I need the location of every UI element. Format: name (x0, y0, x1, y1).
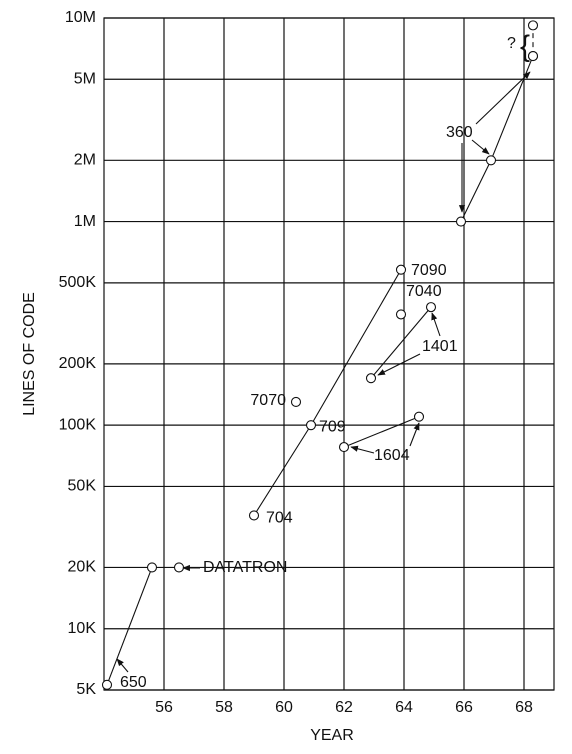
series-label: 7040 (406, 283, 442, 300)
series-label: ? (507, 35, 516, 52)
label-arrow (350, 445, 375, 454)
x-tick-label: 66 (455, 699, 473, 716)
y-tick-label: 2M (74, 152, 96, 169)
y-tick-label: 5M (74, 71, 96, 88)
point-label: 704 (266, 510, 293, 527)
y-tick-label: 500K (59, 274, 97, 291)
series-line (106, 567, 153, 686)
point-label: 7090 (411, 262, 447, 279)
point-label: 709 (319, 418, 346, 435)
x-tick-label: 68 (515, 699, 533, 716)
y-tick-label: 200K (59, 355, 97, 372)
data-point (173, 562, 185, 573)
label-arrow (377, 353, 421, 376)
data-point (485, 155, 497, 166)
data-point (101, 679, 113, 690)
series-label: 1604 (374, 447, 410, 464)
data-point (395, 309, 407, 320)
series-line (343, 416, 420, 448)
data-point (305, 420, 317, 431)
data-point (395, 264, 407, 275)
label-arrow (475, 71, 531, 125)
data-point (413, 411, 425, 422)
data-point (365, 373, 377, 384)
series-line (370, 306, 432, 379)
y-tick-label: 20K (68, 559, 97, 576)
data-point (527, 20, 539, 31)
x-tick-label: 58 (215, 699, 233, 716)
brace: { (520, 30, 530, 63)
y-tick-label: 1M (74, 213, 96, 230)
y-axis-title: LINES OF CODE (21, 292, 38, 416)
x-tick-label: 62 (335, 699, 353, 716)
series-label: 7070 (250, 392, 286, 409)
y-tick-label: 50K (68, 478, 97, 495)
y-tick-label: 5K (76, 681, 96, 698)
series-label: DATATRON (203, 559, 287, 576)
data-point (338, 442, 350, 453)
data-point (248, 510, 260, 521)
data-point (425, 302, 437, 313)
x-tick-label: 64 (395, 699, 413, 716)
y-tick-label: 10M (65, 9, 96, 26)
data-point (146, 562, 158, 573)
label-arrow (471, 139, 490, 155)
x-tick-label: 60 (275, 699, 293, 716)
data-point (527, 51, 539, 62)
label-arrow (409, 422, 420, 447)
data-point (290, 396, 302, 407)
label-arrow (431, 312, 441, 337)
data-point (455, 216, 467, 227)
y-tick-label: 10K (68, 620, 97, 637)
series-label: 360 (446, 124, 473, 141)
y-tick-label: 100K (59, 416, 97, 433)
x-tick-label: 56 (155, 699, 173, 716)
x-axis-title: YEAR (310, 727, 354, 744)
label-arrow (116, 658, 129, 673)
plot-frame (103, 17, 555, 691)
series-label: 1401 (422, 338, 458, 355)
series-label: 650 (120, 674, 147, 691)
